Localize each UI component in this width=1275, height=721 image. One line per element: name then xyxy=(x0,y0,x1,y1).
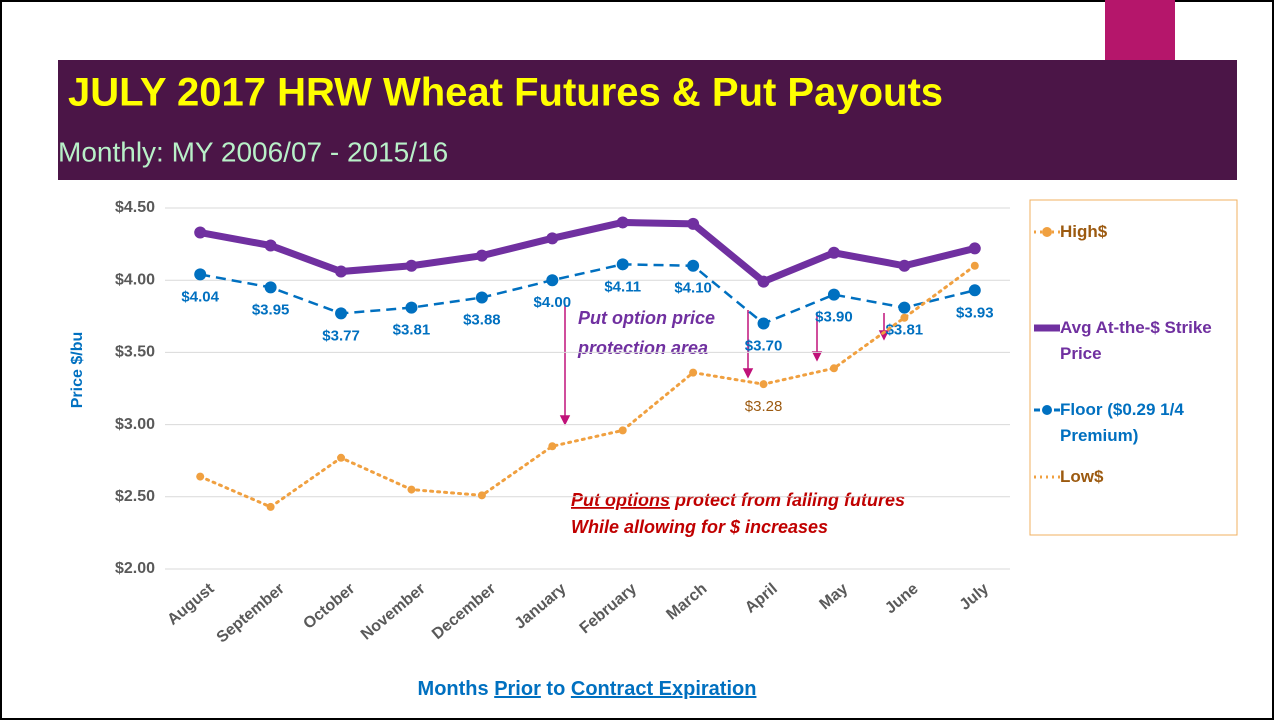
marker xyxy=(335,265,348,278)
series-line xyxy=(199,263,976,325)
marker xyxy=(194,226,207,239)
data-label: $3.28 xyxy=(745,398,783,415)
data-label: $3.93 xyxy=(956,304,994,321)
marker xyxy=(689,368,698,377)
data-label: $4.04 xyxy=(181,288,219,305)
x-label-part: Prior xyxy=(494,678,541,700)
data-label: $3.95 xyxy=(252,301,290,318)
marker xyxy=(405,301,418,314)
marker xyxy=(618,426,627,435)
data-label: $4.11 xyxy=(604,278,641,295)
y-axis-label: Price $/bu xyxy=(69,332,86,408)
marker xyxy=(968,242,981,255)
marker xyxy=(968,284,981,297)
marker xyxy=(405,259,418,272)
y-tick-label: $3.50 xyxy=(115,344,155,361)
data-label: $3.70 xyxy=(745,337,783,354)
marker xyxy=(194,268,207,281)
marker xyxy=(264,239,277,252)
legend-label: Avg At-the-$ Strike Price xyxy=(1060,318,1212,363)
marker xyxy=(546,274,559,287)
marker xyxy=(900,313,909,322)
data-label: $4.10 xyxy=(674,280,712,297)
accent-tab xyxy=(1105,0,1175,62)
legend-label: Low$ xyxy=(1060,467,1104,486)
series-line xyxy=(199,218,976,286)
marker xyxy=(616,216,629,229)
series-line xyxy=(198,264,977,509)
y-tick-label: $3.00 xyxy=(115,416,155,433)
marker xyxy=(548,442,557,451)
x-label-part: to xyxy=(541,678,571,700)
annotation: Put options protect from falling futures xyxy=(571,490,905,510)
data-label: $4.00 xyxy=(534,294,572,311)
data-label: $3.81 xyxy=(393,322,431,339)
subtitle: Monthly: MY 2006/07 - 2015/16 xyxy=(58,136,448,167)
marker xyxy=(335,307,348,320)
marker xyxy=(970,261,979,270)
x-label-part: Months xyxy=(418,678,495,700)
data-label: $3.77 xyxy=(322,327,360,344)
data-label: $3.88 xyxy=(463,311,501,328)
marker xyxy=(477,491,486,500)
marker xyxy=(546,232,559,245)
marker xyxy=(475,291,488,304)
annotation-part: protect from falling futures xyxy=(670,490,905,510)
marker xyxy=(475,249,488,262)
annotation: protection area xyxy=(577,338,708,358)
marker xyxy=(757,275,770,288)
x-axis-label: Months Prior to Contract Expiration xyxy=(418,678,757,700)
x-label-part: Contract Expiration xyxy=(571,678,757,700)
marker xyxy=(407,485,416,494)
data-label: $3.90 xyxy=(815,309,853,326)
legend-label: High$ xyxy=(1060,222,1108,241)
marker xyxy=(759,380,768,389)
marker xyxy=(898,259,911,272)
marker xyxy=(196,472,205,481)
annotation: While allowing for $ increases xyxy=(571,517,828,537)
y-tick-label: $2.50 xyxy=(115,488,155,505)
marker xyxy=(337,453,346,462)
y-tick-label: $4.00 xyxy=(115,271,155,288)
marker xyxy=(264,281,277,294)
legend-box xyxy=(1029,199,1238,536)
marker xyxy=(898,301,911,314)
annotation: Put option price xyxy=(578,308,715,328)
title-bar xyxy=(58,60,1237,180)
marker xyxy=(757,317,770,330)
title: JULY 2017 HRW Wheat Futures & Put Payout… xyxy=(68,71,943,115)
marker xyxy=(687,217,700,230)
y-tick-label: $2.00 xyxy=(115,560,155,577)
legend-label: Floor ($0.29 1/4 Premium) xyxy=(1060,400,1184,445)
annotation-part: Put options xyxy=(571,490,670,510)
marker xyxy=(827,246,840,259)
legend-marker xyxy=(1042,227,1052,237)
marker xyxy=(827,288,840,301)
marker xyxy=(829,364,838,373)
y-tick-label: $4.50 xyxy=(115,199,155,216)
marker xyxy=(266,502,275,511)
marker xyxy=(616,258,629,271)
legend-marker xyxy=(1042,405,1052,415)
data-label: $3.81 xyxy=(886,322,924,339)
marker xyxy=(687,259,700,272)
